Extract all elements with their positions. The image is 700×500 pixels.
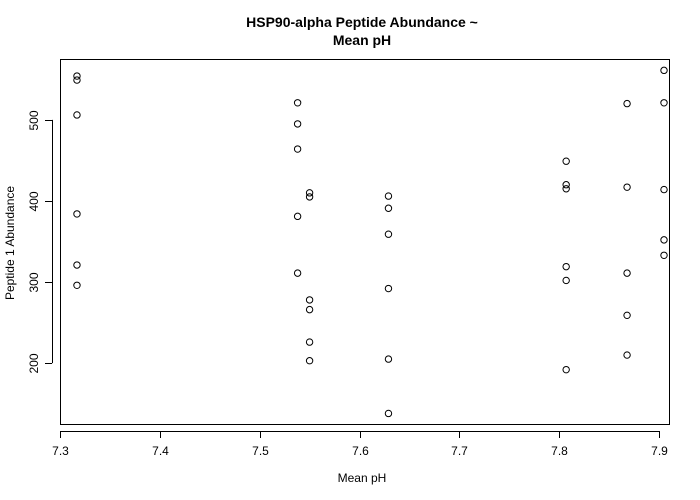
data-point bbox=[562, 276, 570, 285]
x-tick-label: 7.8 bbox=[551, 444, 568, 458]
data-point bbox=[660, 236, 668, 244]
data-point bbox=[660, 251, 668, 259]
y-tick-label: 200 bbox=[27, 353, 41, 373]
data-point bbox=[384, 284, 393, 293]
data-point bbox=[73, 210, 81, 218]
data-point bbox=[73, 111, 81, 119]
data-point bbox=[623, 183, 631, 191]
data-point bbox=[73, 281, 81, 289]
x-tick-label: 7.7 bbox=[451, 444, 468, 458]
data-point bbox=[623, 311, 631, 320]
data-point bbox=[562, 181, 570, 189]
x-axis-label: Mean pH bbox=[338, 471, 387, 485]
y-axis: 200 300 400 500 bbox=[27, 110, 53, 374]
data-point bbox=[293, 99, 302, 107]
data-point bbox=[293, 269, 302, 277]
data-point bbox=[305, 193, 314, 201]
x-tick-label: 7.4 bbox=[152, 444, 169, 458]
y-tick-label: 300 bbox=[27, 272, 41, 292]
data-point bbox=[660, 66, 668, 75]
data-point bbox=[562, 157, 570, 165]
y-tick-label: 400 bbox=[27, 191, 41, 211]
data-point bbox=[562, 365, 570, 374]
data-point bbox=[73, 72, 81, 80]
data-point bbox=[384, 355, 393, 363]
data-point bbox=[623, 269, 631, 277]
data-point bbox=[660, 99, 668, 107]
data-point bbox=[293, 120, 302, 128]
x-axis: 7.3 7.4 7.5 7.6 7.7 7.8 7.9 bbox=[52, 431, 668, 458]
data-point bbox=[384, 230, 393, 238]
plot-area bbox=[60, 59, 670, 425]
data-point bbox=[384, 409, 393, 418]
chart-title-line-1: HSP90-alpha Peptide Abundance ~ bbox=[246, 14, 478, 30]
chart-title-line-2: Mean pH bbox=[333, 32, 391, 48]
data-points bbox=[73, 66, 668, 418]
data-point bbox=[623, 351, 631, 359]
x-tick-label: 7.9 bbox=[651, 444, 668, 458]
data-point bbox=[305, 296, 314, 304]
data-point bbox=[305, 305, 314, 314]
data-point bbox=[384, 192, 393, 200]
data-point bbox=[293, 212, 302, 221]
y-tick-label: 500 bbox=[27, 110, 41, 130]
data-point bbox=[384, 204, 393, 212]
data-point bbox=[305, 357, 314, 365]
x-tick-label: 7.6 bbox=[352, 444, 369, 458]
x-tick-label: 7.5 bbox=[252, 444, 269, 458]
data-point bbox=[305, 189, 314, 197]
x-tick-label: 7.3 bbox=[52, 444, 69, 458]
data-point bbox=[660, 185, 668, 194]
data-point bbox=[293, 145, 302, 153]
data-point bbox=[562, 185, 570, 193]
data-point bbox=[73, 76, 81, 84]
data-point bbox=[305, 338, 314, 346]
data-point bbox=[73, 261, 81, 269]
data-point bbox=[623, 99, 631, 108]
data-point bbox=[562, 262, 570, 271]
y-axis-label: Peptide 1 Abundance bbox=[3, 186, 17, 300]
